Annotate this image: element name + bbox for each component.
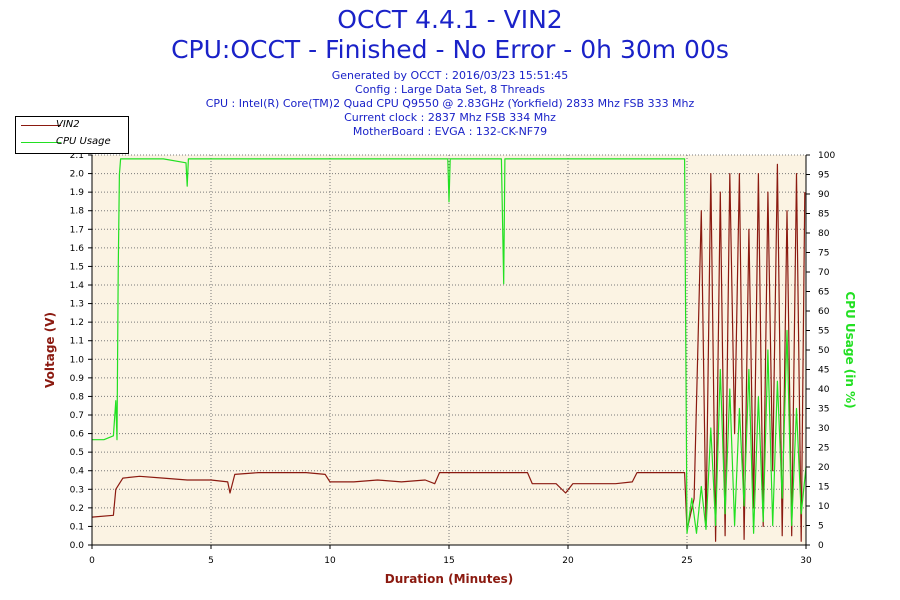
y-left-tick-label: 2.1 [70, 151, 84, 161]
x-tick-label: 0 [89, 556, 95, 566]
info-generated: Generated by OCCT : 2016/03/23 15:51:45 [331, 69, 569, 82]
y-left-tick-label: 2.0 [70, 170, 85, 180]
y-axis-left-label: Voltage (V) [43, 312, 57, 388]
y-right-tick-label: 30 [818, 424, 830, 434]
y-left-tick-label: 1.0 [70, 355, 85, 365]
y-right-tick-label: 50 [818, 346, 830, 356]
chart-legend: VIN2 CPU Usage [15, 116, 129, 154]
y-left-tick-label: 1.3 [70, 300, 84, 310]
x-tick-label: 10 [324, 556, 336, 566]
y-left-tick-label: 1.7 [70, 225, 84, 235]
y-left-tick-label: 1.8 [70, 207, 85, 217]
y-right-tick-label: 100 [818, 151, 835, 161]
chart-subtitle: CPU:OCCT - Finished - No Error - 0h 30m … [171, 35, 729, 64]
y-right-tick-label: 10 [818, 502, 830, 512]
info-motherboard: MotherBoard : EVGA : 132-CK-NF79 [352, 125, 548, 138]
y-right-tick-label: 15 [818, 483, 829, 493]
y-right-tick-label: 25 [818, 444, 829, 454]
y-left-tick-label: 1.6 [70, 244, 85, 254]
y-left-tick-label: 0.2 [70, 504, 84, 514]
info-config: Config : Large Data Set, 8 Threads [355, 83, 545, 96]
legend-item-cpu-usage: CPU Usage [16, 134, 128, 150]
y-right-tick-label: 20 [818, 463, 830, 473]
y-left-tick-label: 1.1 [70, 337, 84, 347]
legend-label-vin2: VIN2 [56, 119, 80, 130]
y-left-tick-label: 1.5 [70, 262, 84, 272]
y-right-tick-label: 65 [818, 288, 829, 298]
y-left-tick-label: 1.4 [70, 281, 85, 291]
y-left-tick-label: 0.3 [70, 485, 84, 495]
y-right-tick-label: 95 [818, 171, 829, 181]
info-clock: Current clock : 2837 Mhz FSB 334 Mhz [344, 111, 556, 124]
y-axis-right-label: CPU Usage (in %) [843, 291, 857, 408]
x-tick-label: 30 [800, 556, 812, 566]
y-left-tick-label: 1.2 [70, 318, 84, 328]
y-right-tick-label: 0 [818, 541, 824, 551]
y-right-tick-label: 45 [818, 366, 829, 376]
series-line-vin2 [91, 163, 806, 542]
info-cpu: CPU : Intel(R) Core(TM)2 Quad CPU Q9550 … [205, 97, 695, 110]
y-left-tick-label: 0.7 [70, 411, 84, 421]
legend-swatch-cpu-usage [21, 142, 61, 143]
chart-title: OCCT 4.4.1 - VIN2 [337, 5, 563, 34]
y-left-tick-label: 0.1 [70, 522, 84, 532]
legend-swatch-vin2 [21, 125, 61, 126]
x-tick-label: 5 [208, 556, 214, 566]
series-line-cpu-usage [92, 158, 807, 534]
y-right-tick-label: 35 [818, 405, 829, 415]
y-left-tick-label: 0.9 [70, 374, 85, 384]
y-right-tick-label: 60 [818, 307, 830, 317]
y-left-tick-label: 0.8 [70, 392, 85, 402]
x-tick-label: 15 [443, 556, 454, 566]
y-right-tick-label: 70 [818, 268, 830, 278]
y-right-tick-label: 85 [818, 210, 829, 220]
x-tick-label: 25 [681, 556, 692, 566]
y-right-tick-label: 55 [818, 327, 829, 337]
y-left-tick-label: 1.9 [70, 188, 85, 198]
y-left-tick-label: 0.0 [70, 541, 85, 551]
x-axis-label: Duration (Minutes) [385, 572, 513, 586]
legend-label-cpu-usage: CPU Usage [56, 136, 111, 147]
y-left-tick-label: 0.4 [70, 467, 85, 477]
y-right-tick-label: 75 [818, 249, 829, 259]
legend-item-vin2: VIN2 [16, 117, 128, 133]
y-right-tick-label: 40 [818, 385, 830, 395]
y-right-tick-label: 80 [818, 229, 830, 239]
y-left-tick-label: 0.5 [70, 448, 84, 458]
y-right-tick-label: 5 [818, 522, 824, 532]
x-tick-label: 20 [562, 556, 574, 566]
y-right-tick-label: 90 [818, 190, 830, 200]
y-left-tick-label: 0.6 [70, 430, 85, 440]
